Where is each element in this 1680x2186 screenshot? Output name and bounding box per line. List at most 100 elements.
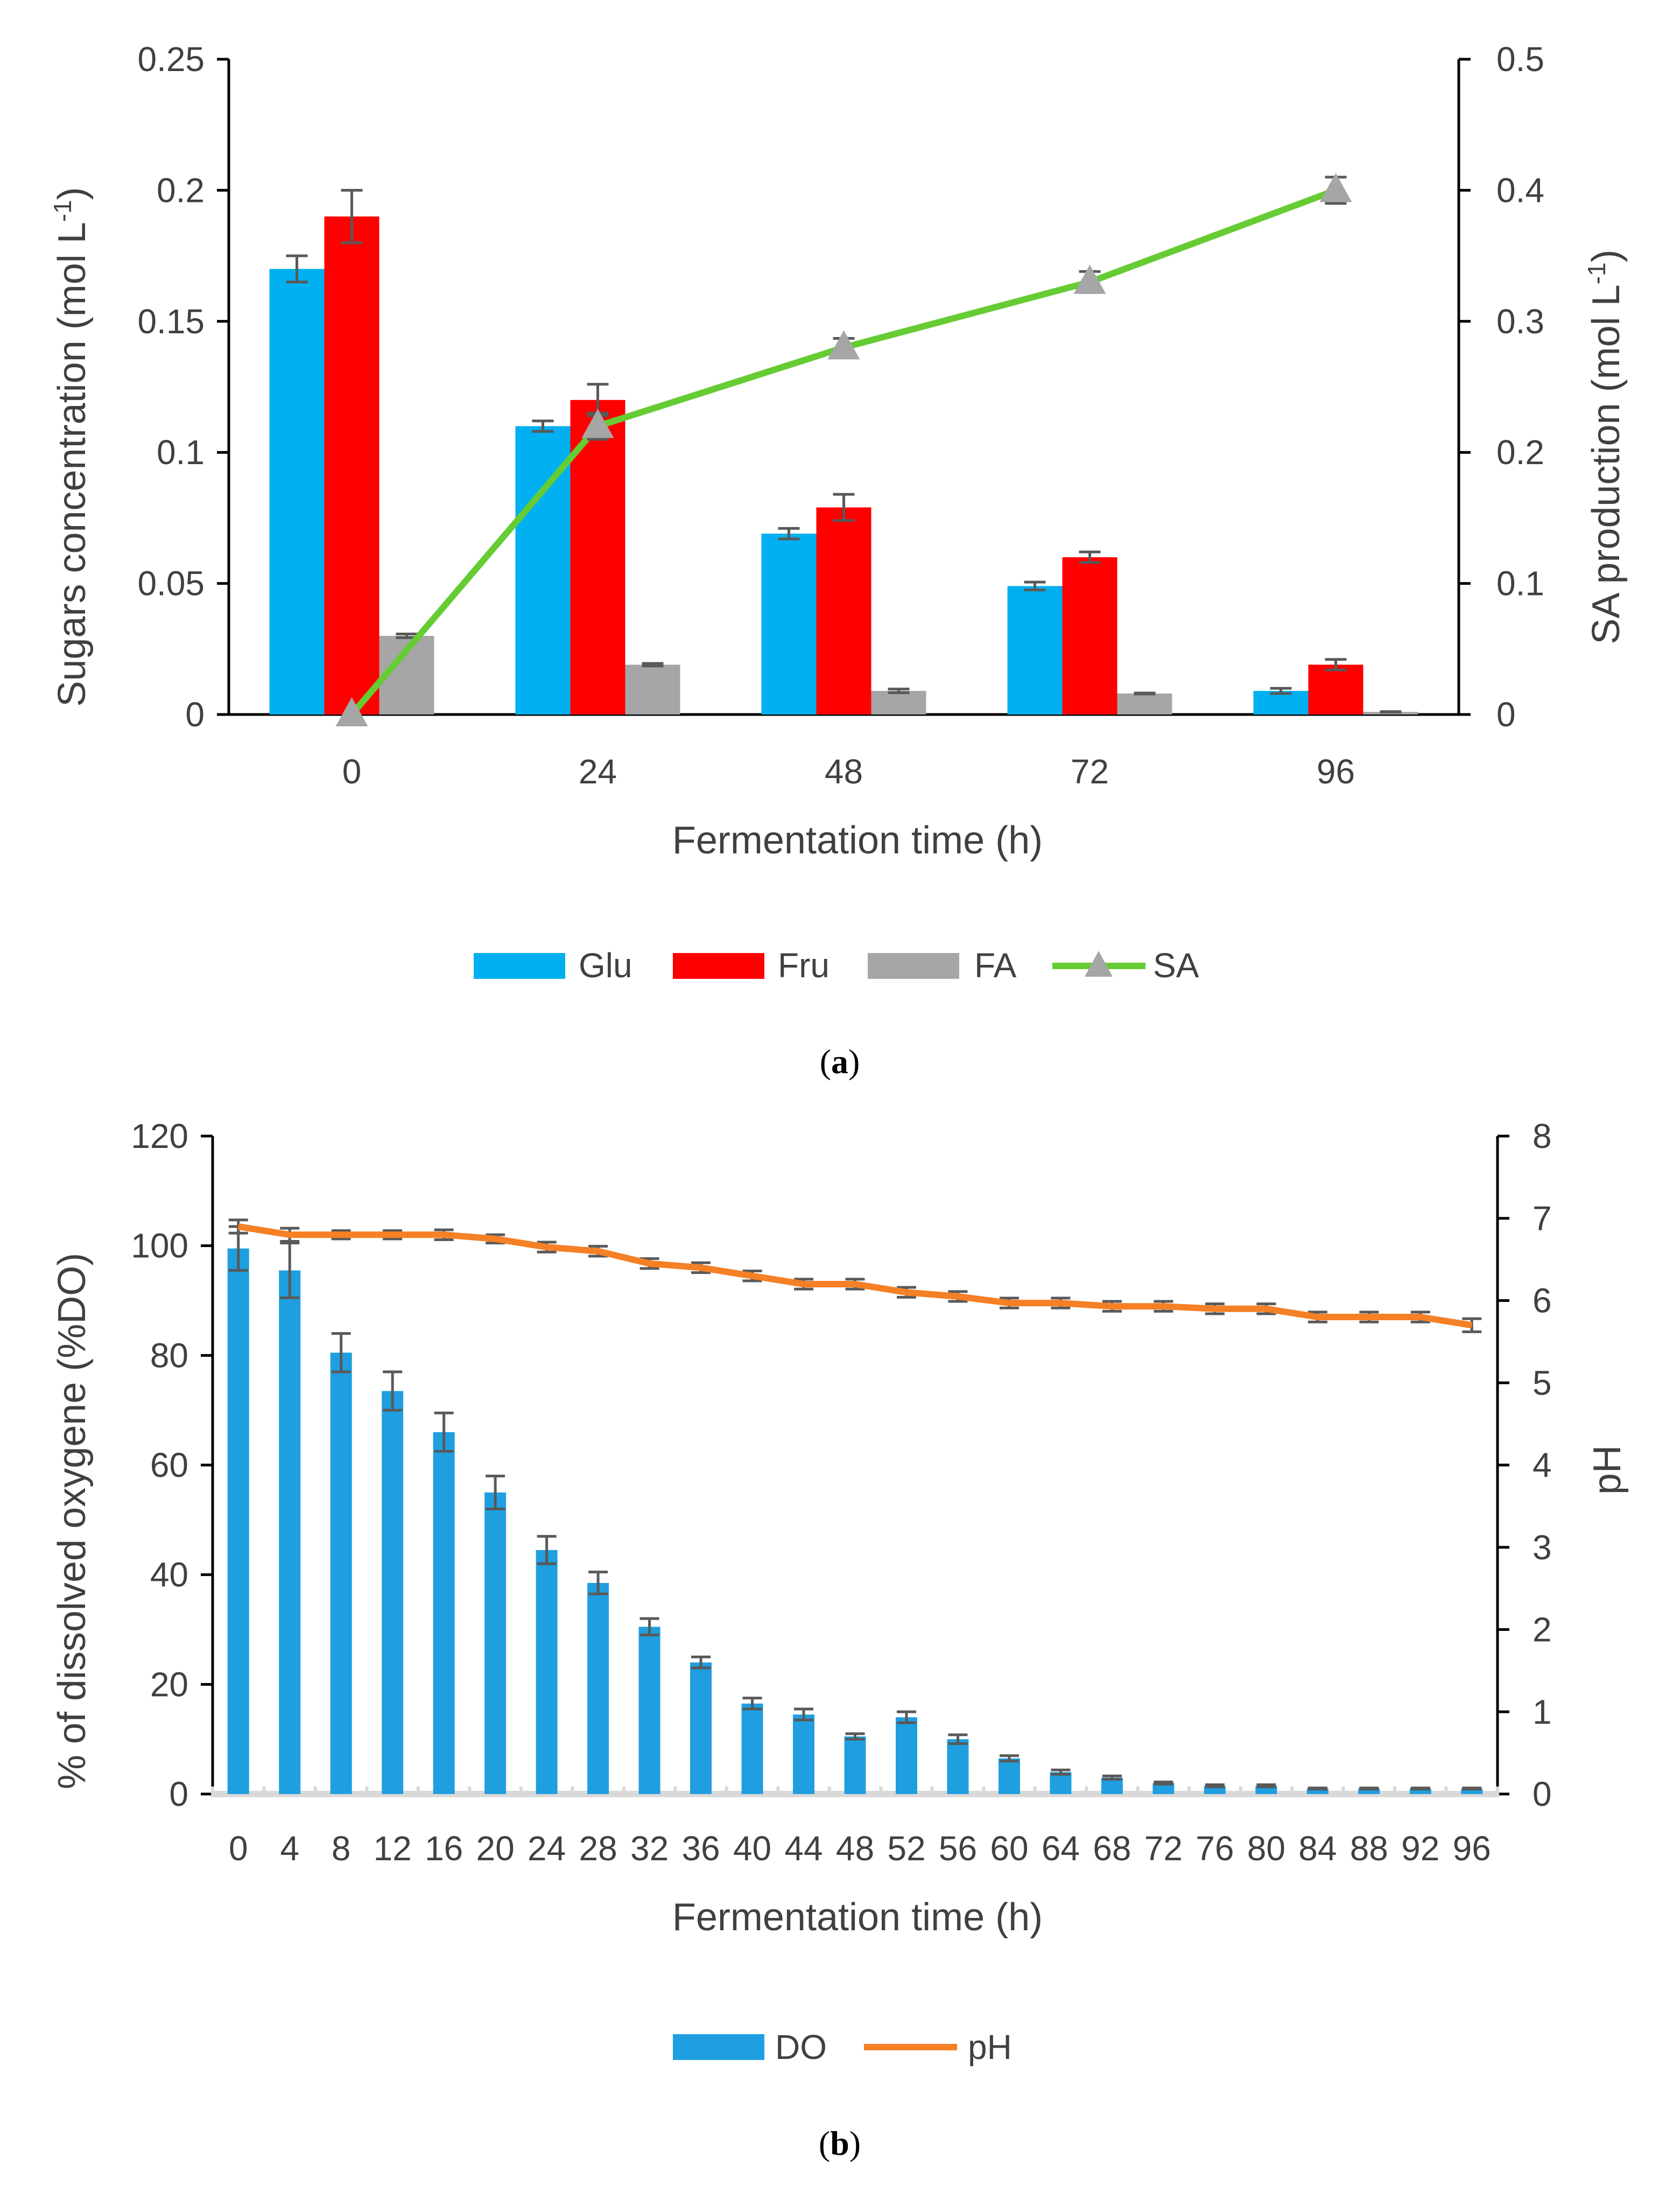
error-bar-fru [1079,550,1101,564]
bar-do [536,1550,558,1794]
panel-b-x-tick-label: 84 [1298,1829,1337,1868]
error-bar-do [1308,1786,1327,1791]
legend-label-sa: SA [1153,946,1199,985]
panel-a-y-tick-label: 0.25 [137,40,205,79]
panel-b-y-tick-label: 40 [150,1556,188,1594]
panel-b-ph-line [228,1218,1482,1334]
bar-do [484,1492,507,1794]
bar-fru [816,507,871,714]
panel-a-x-axis-title: Fermentation time (h) [672,819,1043,862]
panel-b-y-tick-label: 80 [150,1336,188,1375]
panel-a-x-tick-label: 24 [579,752,617,791]
bar-do [741,1703,763,1794]
panel-b-x-axis-title: Fermentation time (h) [672,1896,1043,1939]
panel-b-x-tick-label: 52 [887,1829,925,1868]
bar-do [895,1717,917,1794]
error-bar-do [280,1242,300,1299]
error-bar-glu [1270,686,1292,695]
panel-b-y-tick-label: 120 [131,1117,188,1155]
panel-b-y2-tick-label: 3 [1533,1528,1552,1567]
panel-b-x-tick-label: 32 [630,1829,669,1868]
error-bar-fru [833,493,855,522]
error-bar-glu [532,419,554,433]
bar-do [998,1758,1020,1794]
bar-do [1409,1788,1431,1794]
panel-b-y2-tick-label: 4 [1533,1446,1552,1484]
panel-a-y-tick-label: 0.15 [137,302,205,341]
panel-a-x-tick-label: 0 [342,752,362,791]
panel-b-x-tick-label: 60 [990,1829,1028,1868]
bar-do [587,1582,609,1794]
error-bar-glu [286,254,308,284]
panel-a-y-tick-label: 0.2 [157,171,205,209]
error-bar-do [742,1697,762,1711]
panel-b-x-tick-label: 24 [528,1829,566,1868]
bar-do [1306,1788,1328,1794]
error-bar-do [1256,1783,1276,1789]
legend-marker-sa [1085,951,1113,977]
bar-do [1050,1772,1072,1794]
panel-b-y2-tick-label: 7 [1533,1199,1552,1238]
error-bar-fru [341,188,363,244]
bar-glu [1007,586,1063,714]
sa-point-marker [1073,264,1106,294]
panel-b-x-tick-label: 40 [733,1829,771,1868]
error-bar-do [588,1571,608,1595]
error-bar-do [331,1332,351,1374]
sa-point-marker [1319,173,1352,202]
panel-a-y2-tick-label: 0 [1496,695,1516,734]
panel-a-y-tick-label: 0 [185,695,205,734]
panel-b-y-tick-label: 20 [150,1665,188,1704]
panel-b-x-tick-label: 96 [1453,1829,1491,1868]
bar-glu [515,426,571,714]
panel-a-legend: Glu Fru FA SA [474,946,1199,985]
error-bar-fa [642,662,664,668]
panel-b-y-tick-label: 100 [131,1227,188,1265]
bar-fru [1308,664,1363,714]
panel-b-x-tick-label: 72 [1144,1829,1183,1868]
panel-b-x-tick-label: 48 [836,1829,874,1868]
bar-do [279,1270,301,1794]
panel-b-x-tick-label: 36 [681,1829,720,1868]
bar-fa [1117,693,1172,714]
panel-b-y2-tick-label: 6 [1533,1281,1552,1320]
error-bar-do [1410,1786,1430,1791]
panel-b-caption: (b) [819,2124,861,2162]
error-bar-do [1205,1783,1225,1789]
panel-a-y2-tick-label: 0.3 [1496,302,1544,341]
panel-b-y2-tick-label: 8 [1533,1117,1552,1155]
error-bar-fa [888,688,910,695]
legend-label-glu: Glu [579,946,632,985]
panel-a-x-tick-label: 96 [1317,752,1355,791]
legend-swatch-glu [474,953,565,979]
error-bar-do [639,1617,659,1637]
bar-do [433,1432,455,1794]
bar-fru [324,216,379,715]
bar-glu [269,269,325,714]
panel-a-x-tick-label: 72 [1071,752,1109,791]
panel-b-x-tick-label: 64 [1042,1829,1080,1868]
legend-swatch-fa [868,953,959,979]
legend-label-fru: Fru [778,946,830,985]
error-bar-do [1462,1786,1482,1791]
panel-b-x-tick-label: 68 [1093,1829,1131,1868]
panel-b-x-tick-label: 88 [1350,1829,1388,1868]
panel-a-x-tick-label: 48 [825,752,863,791]
panel-b-x-tick-label: 12 [374,1829,412,1868]
error-bar-fru [1325,658,1347,671]
legend-label-ph: pH [968,2028,1012,2066]
panel-b-legend: DO pH [673,2028,1012,2066]
panel-a-y-axis-title: Sugars concentration (mol L-1) [48,187,94,706]
bar-do [330,1353,352,1794]
panel-b-x-tick-label: 0 [229,1829,248,1868]
error-bar-do [434,1411,454,1453]
bar-do [793,1714,815,1794]
panel-b-x-tick-label: 8 [332,1829,351,1868]
bar-do [382,1391,404,1794]
sa-point-marker [581,409,614,438]
panel-b-x-tick-label: 56 [939,1829,977,1868]
sa-point-marker [827,330,860,360]
error-bar-do [1102,1774,1122,1781]
panel-b-y-tick-label: 60 [150,1446,188,1484]
panel-b-y2-tick-label: 1 [1533,1692,1552,1731]
